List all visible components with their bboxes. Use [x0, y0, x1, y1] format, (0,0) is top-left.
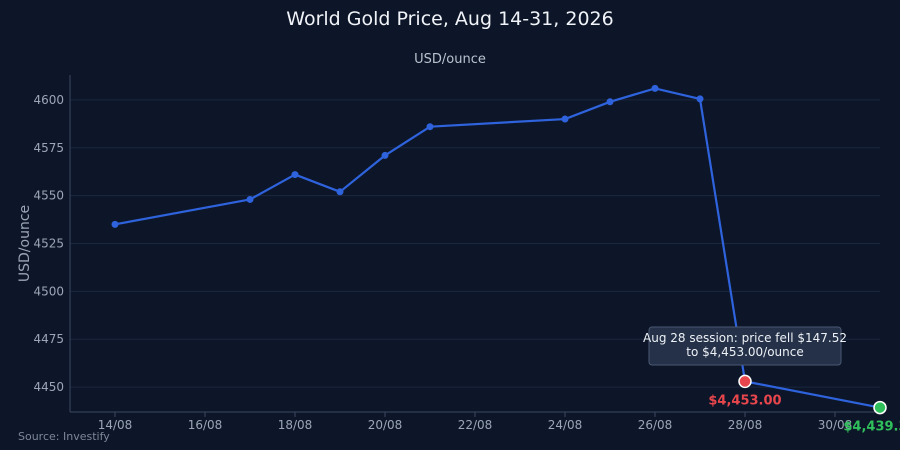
- y-tick-label: 4575: [33, 141, 64, 155]
- y-tick-label: 4600: [33, 93, 64, 107]
- annotation-text: to $4,453.00/ounce: [686, 345, 804, 359]
- y-tick-label: 4475: [33, 332, 64, 346]
- data-point: [336, 188, 344, 196]
- x-tick-label: 30/08: [818, 418, 853, 432]
- y-axis-title: USD/ounce: [17, 205, 33, 282]
- x-tick-label: 20/08: [368, 418, 403, 432]
- data-point: [291, 171, 299, 179]
- highlight-point: [738, 374, 752, 389]
- value-label: $4,453.00: [708, 393, 781, 408]
- data-point: [246, 195, 254, 203]
- series-line: [114, 87, 881, 409]
- data-point: [111, 220, 119, 228]
- x-tick-label: 28/08: [728, 418, 763, 432]
- x-tick-label: 22/08: [458, 418, 493, 432]
- x-tick-label: 14/08: [98, 418, 133, 432]
- y-tick-label: 4525: [33, 237, 64, 251]
- data-point: [651, 84, 659, 92]
- x-tick-label: 26/08: [638, 418, 673, 432]
- x-tick-label: 24/08: [548, 418, 583, 432]
- chart-title: World Gold Price, Aug 14-31, 2026: [286, 8, 614, 30]
- x-tick-label: 16/08: [188, 418, 223, 432]
- y-tick-label: 4550: [33, 189, 64, 203]
- annotation-text: Aug 28 session: price fell $147.52: [643, 331, 847, 345]
- data-point: [696, 95, 704, 103]
- chart-subtitle: USD/ounce: [414, 52, 486, 67]
- y-tick-label: 4450: [33, 380, 64, 394]
- x-tick-label: 18/08: [278, 418, 313, 432]
- highlight-point: [873, 400, 887, 415]
- source-note: Source: Investify: [18, 430, 110, 443]
- value-label: $4,439.31: [843, 420, 900, 435]
- y-tick-label: 4500: [33, 284, 64, 298]
- data-point: [606, 98, 614, 106]
- data-point: [426, 123, 434, 131]
- data-point: [561, 115, 569, 123]
- annotation-box: [648, 326, 842, 366]
- data-point: [381, 151, 389, 159]
